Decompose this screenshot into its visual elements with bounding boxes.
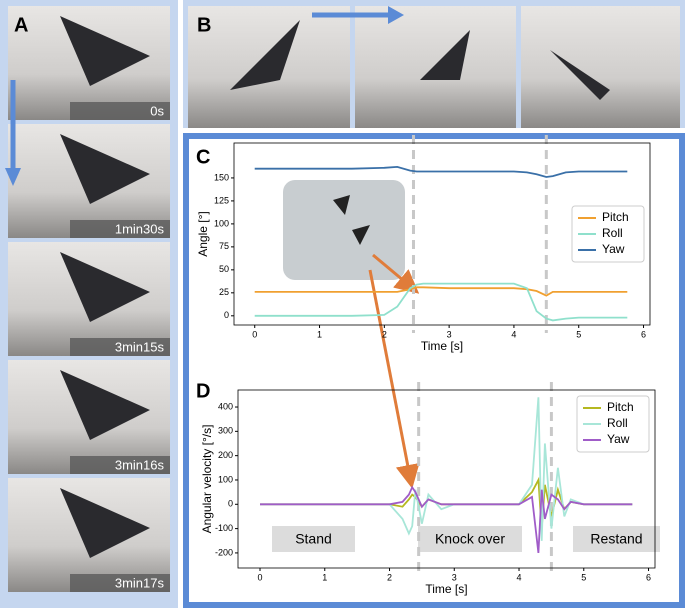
caption: 3min17s: [115, 575, 165, 590]
x-tick-label: 3: [447, 329, 452, 339]
x-tick-label: 0: [258, 572, 263, 582]
panel-letter: B: [197, 14, 211, 36]
x-tick-label: 5: [576, 329, 581, 339]
robot-silhouette: [60, 16, 150, 86]
caption-bg: [70, 456, 170, 474]
y-axis-label: Angular velocity [°/s]: [200, 425, 214, 534]
y-tick-label: 125: [214, 195, 229, 205]
robot-silhouette: [60, 370, 150, 440]
phase-label: Knock over: [435, 531, 505, 547]
robot-silhouette: [230, 20, 650, 100]
phase-label: Stand: [295, 531, 332, 547]
x-tick-label: 6: [641, 329, 646, 339]
phase-bg: [573, 526, 660, 552]
y-tick-label: 50: [219, 264, 229, 274]
y-tick-label: 0: [228, 499, 233, 509]
x-tick-label: 3: [452, 572, 457, 582]
x-tick-label: 5: [581, 572, 586, 582]
y-tick-label: 25: [219, 287, 229, 297]
robot-silhouette: [60, 134, 150, 204]
series-line: [254, 165, 628, 178]
phase-label: Restand: [590, 531, 642, 547]
legend-label: Roll: [607, 416, 628, 430]
legend-label: Yaw: [602, 242, 625, 256]
photo: [521, 6, 680, 128]
robot-silhouette: [60, 252, 150, 322]
plot-frame: [233, 142, 651, 326]
arrow-head: [5, 168, 21, 186]
y-axis-label: Angle [°]: [196, 211, 210, 257]
arrow-head: [388, 6, 404, 24]
y-tick-label: 75: [219, 241, 229, 251]
caption: 3min15s: [115, 339, 165, 354]
panel-letter: C: [196, 146, 210, 168]
legend-label: Pitch: [602, 210, 629, 224]
caption: 3min16s: [115, 457, 165, 472]
robot-silhouette: [60, 488, 150, 558]
panel-letter: D: [196, 380, 210, 402]
caption-bg: [70, 102, 170, 120]
phase-bg: [418, 526, 522, 552]
y-tick-label: -100: [215, 523, 233, 533]
pointer-arrow: [372, 253, 420, 294]
x-tick-label: 4: [517, 572, 522, 582]
y-tick-label: -200: [215, 547, 233, 557]
legend-frame: [576, 395, 650, 453]
y-tick-label: 300: [218, 426, 233, 436]
x-tick-label: 1: [317, 329, 322, 339]
inset-robot: [333, 195, 370, 245]
legend-label: Yaw: [607, 432, 630, 446]
x-tick-label: 0: [252, 329, 257, 339]
y-tick-label: 0: [224, 310, 229, 320]
x-tick-label: 4: [511, 329, 516, 339]
plot-frame: [237, 389, 656, 569]
y-tick-label: 100: [214, 218, 229, 228]
series-line: [260, 485, 633, 554]
x-tick-label: 2: [382, 329, 387, 339]
series-line: [254, 282, 628, 322]
legend-label: Roll: [602, 226, 623, 240]
x-tick-label: 1: [322, 572, 327, 582]
phase-bg: [272, 526, 355, 552]
y-tick-label: 400: [218, 401, 233, 411]
y-tick-label: 150: [214, 172, 229, 182]
x-axis-label: Time [s]: [421, 339, 463, 353]
caption-bg: [70, 338, 170, 356]
panel-letter: A: [14, 14, 28, 36]
y-tick-label: 100: [218, 474, 233, 484]
x-axis-label: Time [s]: [425, 582, 467, 596]
series-line: [254, 286, 628, 297]
caption: 0s: [150, 103, 164, 118]
caption-bg: [70, 574, 170, 592]
caption-bg: [70, 220, 170, 238]
x-tick-label: 2: [387, 572, 392, 582]
legend-frame: [571, 205, 645, 263]
caption: 1min30s: [115, 221, 165, 236]
y-tick-label: 200: [218, 450, 233, 460]
pointer-arrow: [368, 269, 420, 489]
legend-label: Pitch: [607, 400, 634, 414]
x-tick-label: 6: [646, 572, 651, 582]
